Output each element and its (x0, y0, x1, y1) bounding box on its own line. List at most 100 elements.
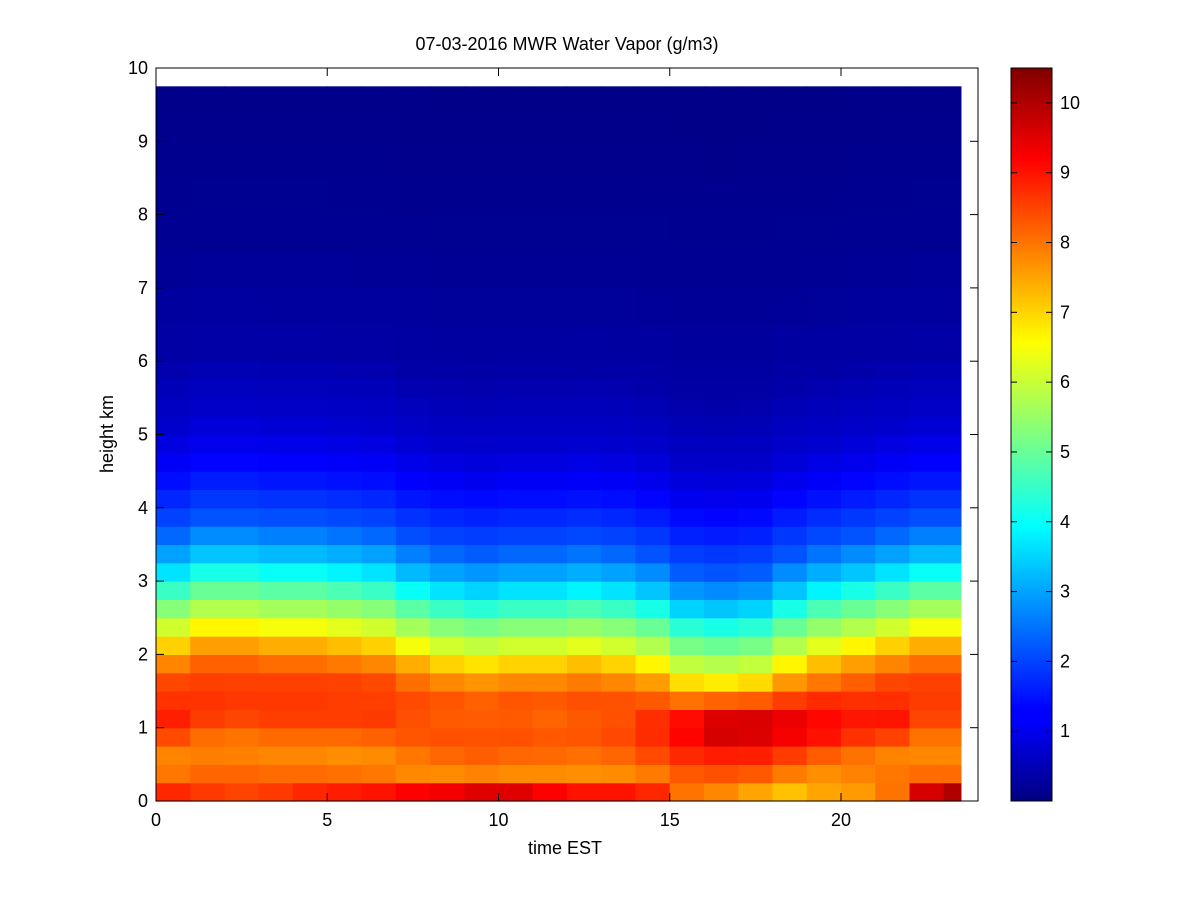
heatmap-cell (190, 471, 226, 491)
heatmap-cell (361, 727, 397, 747)
heatmap-cell (875, 452, 911, 472)
heatmap-cell (601, 782, 637, 802)
heatmap-cell (464, 654, 500, 674)
heatmap-cell (909, 251, 945, 289)
y-tick-label: 10 (128, 58, 148, 78)
heatmap-cell (190, 177, 226, 216)
heatmap-cell (532, 617, 568, 637)
heatmap-cell (395, 214, 431, 252)
heatmap-cell (635, 617, 671, 637)
heatmap-cell (532, 727, 568, 747)
heatmap-cell (430, 636, 465, 655)
heatmap-cell (875, 434, 911, 454)
heatmap-cell (224, 86, 260, 106)
heatmap-cell (806, 361, 842, 381)
heatmap-cell (738, 562, 774, 582)
heatmap-cell (806, 636, 842, 655)
heatmap-cell (841, 764, 876, 784)
heatmap-cell (224, 782, 260, 802)
heatmap-cell (704, 691, 739, 710)
heatmap-cell (532, 397, 568, 417)
heatmap-cell (361, 287, 397, 326)
heatmap-cell (156, 617, 191, 637)
heatmap-cell (704, 104, 739, 142)
heatmap-cell (669, 599, 705, 619)
heatmap-cell (532, 214, 568, 252)
heatmap-cell (875, 617, 911, 637)
heatmap-cell (224, 324, 260, 362)
heatmap-cell (395, 471, 431, 491)
heatmap-cell (943, 86, 962, 106)
heatmap-cell (567, 782, 602, 802)
heatmap-cell (909, 361, 945, 381)
heatmap-cell (669, 672, 705, 692)
heatmap-cell (293, 709, 328, 729)
heatmap-cell (567, 287, 602, 326)
heatmap-cell (156, 526, 191, 546)
heatmap-cell (430, 104, 465, 142)
heatmap-cell (635, 636, 671, 655)
heatmap-cell (361, 104, 397, 142)
heatmap-cell (395, 544, 431, 564)
heatmap-cell (464, 617, 500, 637)
heatmap-cell (875, 764, 911, 784)
heatmap-cell (532, 104, 568, 142)
heatmap-cell (293, 599, 328, 619)
heatmap-cell (601, 544, 637, 564)
heatmap-cell (498, 379, 534, 399)
heatmap-cell (567, 489, 602, 509)
heatmap-cell (224, 617, 260, 637)
heatmap-cell (430, 672, 465, 692)
heatmap-cell (361, 397, 397, 417)
heatmap-cell (943, 764, 962, 784)
heatmap-cell (943, 746, 962, 765)
heatmap-cell (327, 727, 363, 747)
heatmap-cell (532, 471, 568, 491)
heatmap-cell (430, 397, 465, 417)
heatmap-cell (635, 562, 671, 582)
heatmap-cell (156, 764, 191, 784)
heatmap-cell (532, 434, 568, 454)
heatmap-cell (293, 452, 328, 472)
heatmap-cell (909, 562, 945, 582)
heatmap-cell (601, 489, 637, 509)
heatmap-cell (841, 562, 876, 582)
heatmap-cell (224, 526, 260, 546)
heatmap-cell (327, 654, 363, 674)
heatmap-cell (875, 141, 911, 179)
heatmap-cell (841, 636, 876, 655)
heatmap-cell (875, 86, 911, 106)
heatmap-cell (293, 489, 328, 509)
heatmap-cell (772, 507, 808, 527)
colorbar-tick-label: 5 (1060, 442, 1070, 462)
heatmap-cell (943, 361, 962, 381)
heatmap-cell (841, 86, 876, 106)
heatmap-cell (875, 526, 911, 546)
heatmap-cell (806, 141, 842, 179)
x-tick-label: 0 (151, 810, 161, 830)
heatmap-cell (293, 691, 328, 710)
heatmap-cell (258, 397, 294, 417)
heatmap-cell (293, 251, 328, 289)
heatmap-cell (430, 471, 465, 491)
heatmap-cell (464, 214, 500, 252)
heatmap-cell (361, 764, 397, 784)
heatmap-cell (532, 654, 568, 674)
heatmap-cell (601, 581, 637, 601)
heatmap-cell (464, 287, 500, 326)
heatmap-cell (361, 434, 397, 454)
heatmap-cell (772, 361, 808, 381)
heatmap-cell (601, 177, 637, 216)
heatmap-cell (293, 654, 328, 674)
heatmap-cell (738, 489, 774, 509)
heatmap-cell (943, 709, 962, 729)
heatmap-cell (635, 526, 671, 546)
heatmap-cell (224, 379, 260, 399)
heatmap-cell (498, 617, 534, 637)
heatmap-cell (635, 709, 671, 729)
heatmap-cell (258, 599, 294, 619)
heatmap-cell (909, 636, 945, 655)
heatmap-cell (635, 287, 671, 326)
heatmap-cell (258, 416, 294, 436)
heatmap-cell (704, 654, 739, 674)
